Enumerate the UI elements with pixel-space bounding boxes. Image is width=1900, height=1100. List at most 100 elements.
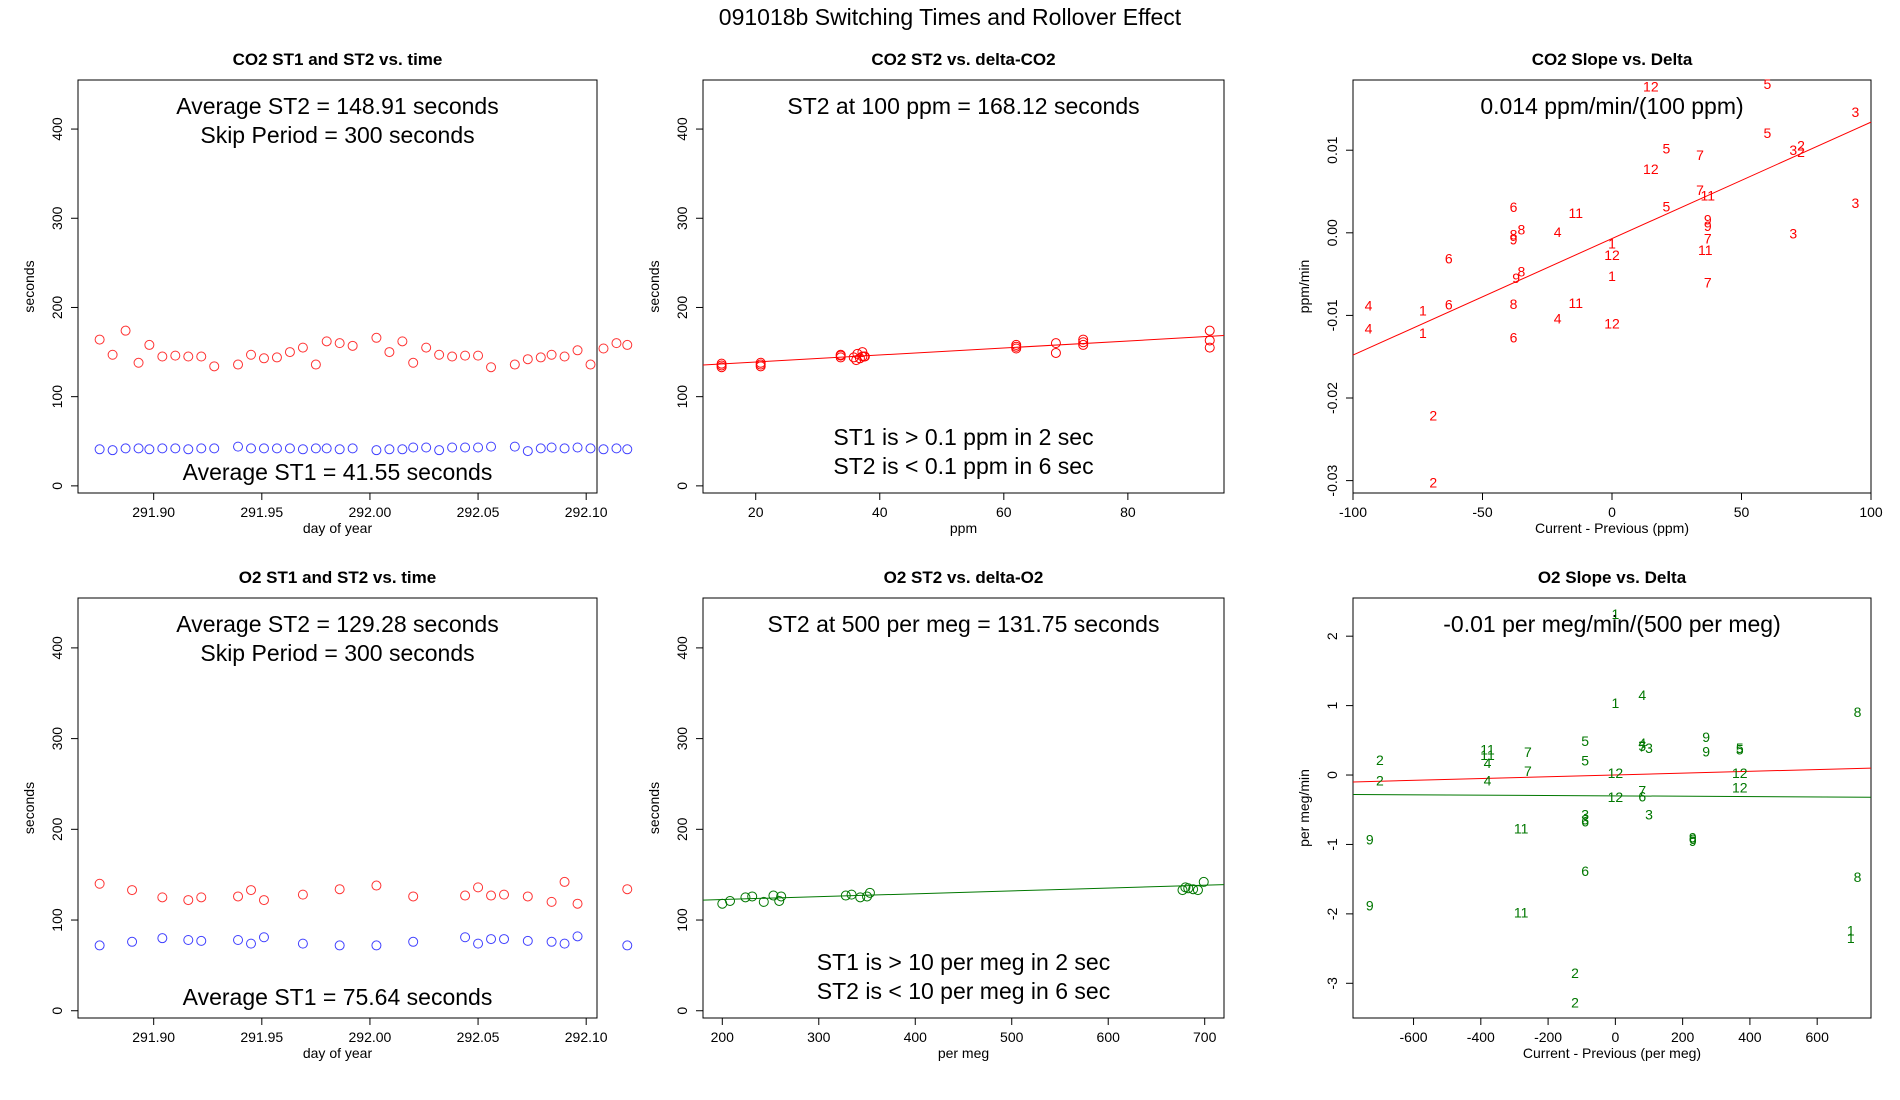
data-point-st1	[522, 935, 533, 946]
data-point-o2	[840, 890, 851, 901]
data-label-point: 1	[1419, 302, 1427, 318]
data-point-st2	[421, 342, 432, 353]
data-point-st2	[297, 342, 308, 353]
x-tick-label: 0	[1608, 504, 1616, 520]
x-axis-label: day of year	[303, 520, 373, 536]
panel-3: CO2 Slope vs. Delta -100 -50 0 50 100 -0.03 -0.…	[1296, 50, 1883, 536]
data-point-st1	[572, 442, 583, 453]
data-point-st2	[246, 349, 256, 360]
y-tick-label: 100	[49, 385, 65, 409]
x-tick-label: 60	[996, 504, 1012, 520]
data-point-o2	[758, 896, 769, 907]
data-point-st2	[284, 347, 295, 358]
data-point-st1	[559, 443, 570, 454]
data-label-point: 2	[1797, 137, 1805, 153]
data-label-point: 8	[1510, 226, 1518, 242]
y-tick-label: 0	[49, 482, 65, 490]
data-label-point: 11	[1480, 741, 1495, 757]
data-point-o2	[776, 891, 787, 902]
x-tick-label: 50	[1734, 504, 1750, 520]
data-label-point: 12	[1732, 780, 1748, 796]
data-label-point: 9	[1366, 832, 1374, 848]
data-label-point: 4	[1484, 773, 1492, 789]
data-point-st1	[258, 443, 269, 454]
data-label-point: 12	[1643, 161, 1659, 177]
y-tick-label: 100	[49, 908, 65, 932]
y-tick-label: 100	[674, 908, 690, 932]
data-label-point: 11	[1568, 205, 1583, 221]
fit-line	[702, 335, 1225, 366]
data-point-st1	[94, 444, 105, 455]
x-tick-label: 600	[1806, 1029, 1830, 1045]
data-point-st1	[546, 936, 557, 947]
data-point-st1	[460, 932, 471, 943]
plot-title: O2 ST1 and ST2 vs. time	[239, 568, 436, 587]
y-tick-label: 0	[674, 1007, 690, 1015]
data-label-point: 4	[1638, 687, 1646, 703]
data-label-point: 2	[1571, 995, 1579, 1011]
panel-2: CO2 ST2 vs. delta-CO2 20 40 60 80 0 100 200 300 4…	[646, 50, 1225, 536]
plot-annotation: Skip Period = 300 seconds	[200, 640, 474, 666]
data-point-st2	[397, 336, 408, 347]
y-tick-label: -3	[1324, 977, 1340, 990]
fit-line	[1352, 121, 1872, 356]
data-point-co2	[1078, 339, 1089, 350]
plot-title: O2 ST2 vs. delta-O2	[884, 568, 1044, 587]
data-point-st2	[94, 878, 105, 889]
data-point-st1	[460, 442, 471, 453]
data-label-point: 7	[1704, 274, 1712, 290]
y-tick-label: 100	[674, 385, 690, 409]
data-point-st1	[94, 940, 105, 951]
data-point-o2	[862, 891, 873, 902]
data-point-st1	[334, 444, 345, 455]
x-tick-label: 292.10	[565, 1029, 608, 1045]
data-point-st1	[334, 940, 345, 951]
data-point-st1	[297, 444, 308, 455]
data-point-st2	[434, 349, 445, 360]
data-label-point: 2	[1797, 144, 1805, 160]
data-point-st1	[572, 931, 583, 942]
data-point-st1	[258, 932, 269, 943]
data-point-o2	[1183, 883, 1194, 894]
data-point-co2	[1011, 341, 1022, 352]
data-label-point: 3	[1581, 807, 1589, 823]
data-point-st2	[460, 350, 471, 361]
data-point-co2	[1078, 337, 1089, 348]
data-point-st2	[107, 349, 118, 360]
data-point-co2	[1078, 334, 1089, 345]
panel-5: O2 ST2 vs. delta-O2 200 300 400 500 600 700 0 10…	[646, 568, 1225, 1061]
data-label-point: 5	[1736, 740, 1744, 756]
plot-title: CO2 Slope vs. Delta	[1532, 50, 1693, 69]
data-label-point: 4	[1554, 224, 1562, 240]
data-point-st1	[473, 442, 484, 453]
data-label-point: 12	[1608, 789, 1624, 805]
y-tick-label: -2	[1324, 907, 1340, 920]
data-label-point: 9	[1510, 231, 1518, 247]
data-point-st1	[598, 444, 609, 455]
data-label-point: 12	[1732, 765, 1748, 781]
plot-title: O2 Slope vs. Delta	[1538, 568, 1687, 587]
data-point-st1	[421, 442, 432, 453]
data-point-st1	[127, 936, 138, 947]
data-point-st1	[622, 940, 633, 951]
data-label-point: 6	[1510, 199, 1518, 215]
data-point-st2	[196, 351, 207, 362]
data-point-co2	[1050, 347, 1061, 358]
x-tick-label: 291.90	[132, 504, 175, 520]
data-point-st2	[196, 892, 207, 903]
y-tick-label: -1	[1324, 838, 1340, 851]
data-label-point: 9	[1689, 833, 1697, 849]
data-point-st1	[233, 441, 244, 452]
data-point-st2	[258, 895, 269, 906]
data-point-st2	[473, 350, 484, 361]
data-point-st2	[170, 350, 181, 361]
x-tick-label: -100	[1339, 504, 1367, 520]
data-label-point: 1	[1847, 930, 1855, 946]
x-tick-label: -400	[1467, 1029, 1495, 1045]
x-tick-label: 292.05	[457, 1029, 500, 1045]
y-tick-label: -0.02	[1324, 382, 1340, 414]
data-label-point: 12	[1608, 765, 1624, 781]
y-tick-label: 400	[49, 117, 65, 141]
x-tick-label: 500	[1000, 1029, 1024, 1045]
data-label-point: 5	[1581, 752, 1589, 768]
